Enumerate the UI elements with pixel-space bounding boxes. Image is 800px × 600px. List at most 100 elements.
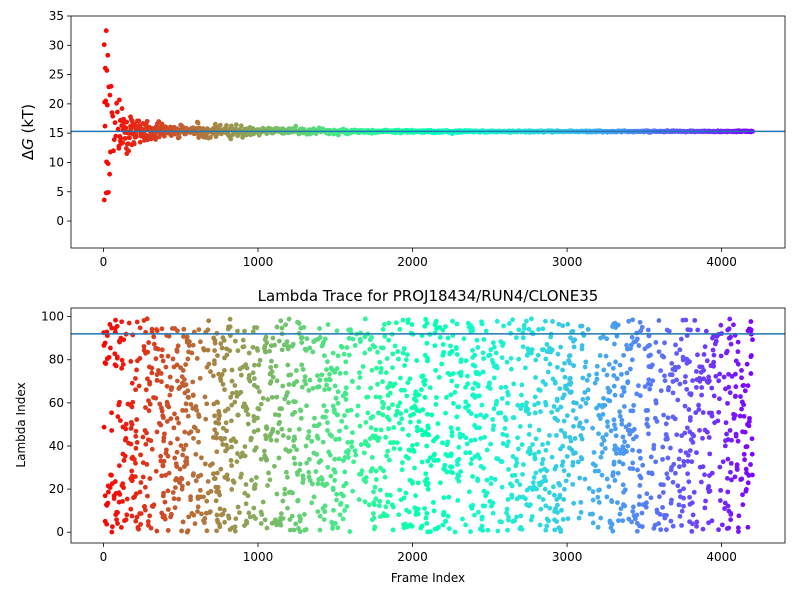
lambda-point [624,370,630,376]
lambda-point [227,316,233,322]
lambda-point [210,471,216,477]
lambda-point [149,326,155,332]
lambda-point [482,434,487,440]
lambda-point [338,491,344,497]
lambda-point [425,458,431,464]
lambda-point [609,522,615,527]
top-plot-frame [70,15,786,249]
lambda-point [335,353,341,359]
lambda-point [163,364,169,370]
lambda-point [387,457,392,463]
lambda-point [263,334,269,340]
lambda-point [432,343,438,349]
lambda-point [285,362,291,368]
lambda-point [214,399,220,405]
lambda-point [445,370,451,376]
lambda-point [153,468,159,474]
lambda-point [585,387,591,393]
lambda-point [585,327,591,332]
lambda-point [454,414,460,420]
lambda-point [229,378,235,384]
lambda-point [180,380,185,386]
lambda-point [324,382,329,388]
lambda-point [290,341,296,347]
lambda-point [212,413,217,419]
lambda-point [479,516,485,522]
lambda-point [277,419,282,425]
lambda-point [224,472,230,478]
lambda-point [161,458,167,464]
lambda-point [325,420,330,426]
lambda-point [432,526,438,532]
lambda-point [530,480,536,485]
lambda-point [292,434,297,440]
lambda-point [413,512,419,517]
lambda-point [512,518,518,524]
lambda-point [542,466,547,472]
lambda-point [303,443,309,449]
lambda-point [306,456,312,462]
lambda-point [220,425,226,431]
lambda-point [251,429,257,435]
lambda-point [402,387,407,393]
lambda-point [692,317,698,323]
lambda-point [251,505,257,511]
lambda-point [144,430,149,436]
lambda-point [748,319,754,324]
lambda-point [244,406,250,412]
lambda-point [204,498,210,504]
lambda-point [446,494,452,500]
lambda-point [137,489,143,495]
lambda-point [631,403,637,408]
lambda-point [378,365,384,371]
lambda-point [400,460,405,466]
lambda-point [273,363,279,369]
lambda-point [111,493,117,499]
lambda-point [160,463,166,468]
lambda-point [132,474,138,480]
lambda-point [159,510,165,516]
lambda-point [605,424,611,429]
lambda-point [342,454,348,460]
lambda-point [232,528,238,534]
lambda-point [727,390,733,396]
lambda-point [470,474,475,479]
lambda-point [626,422,632,428]
lambda-point [383,504,389,510]
lambda-point [560,443,566,449]
lambda-point [614,333,620,339]
lambda-point [725,456,731,462]
dg-point [208,135,213,140]
lambda-point [342,508,347,513]
lambda-point [582,390,588,395]
top-y-tick-label: 25 [49,68,64,82]
lambda-point [590,425,595,431]
lambda-point [514,478,520,484]
lambda-point [172,485,178,490]
lambda-point [333,437,339,442]
lambda-point [552,527,558,533]
lambda-point [335,525,341,531]
lambda-point [653,459,659,465]
lambda-point [357,370,362,375]
lambda-point [279,426,285,432]
dg-point [107,171,113,177]
lambda-point [571,423,576,429]
lambda-point [440,522,446,528]
lambda-point [733,431,739,437]
lambda-point [696,402,701,408]
lambda-point [425,423,431,429]
lambda-point [364,394,370,400]
lambda-point [627,431,633,437]
lambda-point [415,480,421,486]
lambda-point [549,454,555,460]
lambda-point [721,374,727,380]
lambda-point [134,417,140,422]
lambda-point [177,466,183,472]
lambda-point [631,426,637,432]
lambda-point [401,495,407,501]
lambda-point [194,407,200,413]
lambda-point [489,357,495,363]
lambda-point [690,512,696,518]
lambda-point [391,440,397,445]
